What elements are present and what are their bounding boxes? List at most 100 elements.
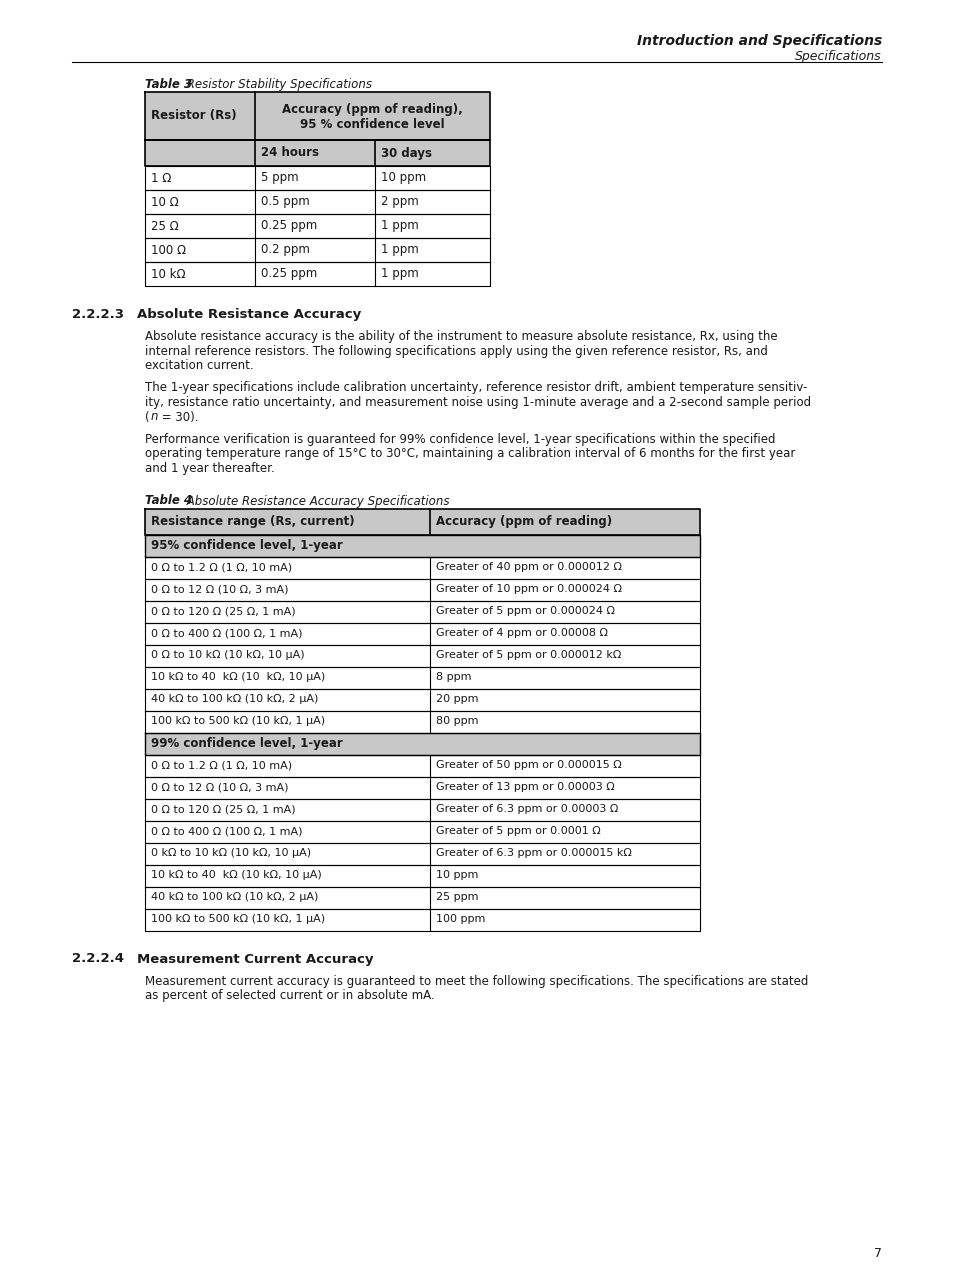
Text: 0 Ω to 12 Ω (10 Ω, 3 mA): 0 Ω to 12 Ω (10 Ω, 3 mA) — [151, 585, 288, 595]
Text: 0 Ω to 12 Ω (10 Ω, 3 mA): 0 Ω to 12 Ω (10 Ω, 3 mA) — [151, 783, 288, 793]
Text: n: n — [151, 410, 158, 424]
Text: Greater of 4 ppm or 0.00008 Ω: Greater of 4 ppm or 0.00008 Ω — [436, 628, 607, 639]
Text: Introduction and Specifications: Introduction and Specifications — [636, 33, 882, 48]
Bar — [145, 238, 490, 262]
Bar — [145, 645, 700, 667]
Text: 25 Ω: 25 Ω — [151, 220, 178, 233]
Text: 100 ppm: 100 ppm — [436, 915, 485, 924]
Text: 0.25 ppm: 0.25 ppm — [261, 220, 317, 233]
Bar — [145, 754, 700, 776]
Text: 0 Ω to 10 kΩ (10 kΩ, 10 μA): 0 Ω to 10 kΩ (10 kΩ, 10 μA) — [151, 650, 304, 660]
Text: 25 ppm: 25 ppm — [436, 893, 478, 902]
Bar — [145, 798, 700, 821]
Bar — [145, 908, 700, 930]
Text: Greater of 10 ppm or 0.000024 Ω: Greater of 10 ppm or 0.000024 Ω — [436, 585, 621, 595]
Bar — [145, 509, 700, 535]
Text: Greater of 5 ppm or 0.000024 Ω: Greater of 5 ppm or 0.000024 Ω — [436, 607, 615, 617]
Text: Resistance range (Rs, current): Resistance range (Rs, current) — [151, 515, 355, 528]
Text: Greater of 50 ppm or 0.000015 Ω: Greater of 50 ppm or 0.000015 Ω — [436, 761, 621, 771]
Text: 0 Ω to 120 Ω (25 Ω, 1 mA): 0 Ω to 120 Ω (25 Ω, 1 mA) — [151, 607, 295, 617]
Bar — [145, 821, 700, 843]
Text: Absolute resistance accuracy is the ability of the instrument to measure absolut: Absolute resistance accuracy is the abil… — [145, 330, 777, 343]
Text: 10 kΩ: 10 kΩ — [151, 267, 186, 280]
Text: ity, resistance ratio uncertainty, and measurement noise using 1-minute average : ity, resistance ratio uncertainty, and m… — [145, 396, 810, 409]
Text: 2.2.2.4: 2.2.2.4 — [71, 952, 124, 965]
Text: 0 kΩ to 10 kΩ (10 kΩ, 10 μA): 0 kΩ to 10 kΩ (10 kΩ, 10 μA) — [151, 848, 311, 858]
Text: Measurement Current Accuracy: Measurement Current Accuracy — [137, 952, 374, 965]
Bar — [145, 865, 700, 887]
Text: 40 kΩ to 100 kΩ (10 kΩ, 2 μA): 40 kΩ to 100 kΩ (10 kΩ, 2 μA) — [151, 893, 318, 902]
Bar — [145, 776, 700, 798]
Text: 0.25 ppm: 0.25 ppm — [261, 267, 317, 280]
Text: = 30).: = 30). — [158, 410, 198, 424]
Text: Accuracy (ppm of reading): Accuracy (ppm of reading) — [436, 515, 612, 528]
Text: 10 ppm: 10 ppm — [380, 171, 426, 185]
Text: Greater of 5 ppm or 0.0001 Ω: Greater of 5 ppm or 0.0001 Ω — [436, 826, 600, 837]
Bar — [145, 262, 490, 287]
Text: Performance verification is guaranteed for 99% confidence level, 1-year specific: Performance verification is guaranteed f… — [145, 433, 775, 446]
Text: 1 ppm: 1 ppm — [380, 243, 418, 257]
Bar — [145, 556, 700, 578]
Bar — [145, 732, 700, 754]
Text: 10 Ω: 10 Ω — [151, 195, 178, 208]
Text: 40 kΩ to 100 kΩ (10 kΩ, 2 μA): 40 kΩ to 100 kΩ (10 kΩ, 2 μA) — [151, 694, 318, 704]
Text: Resistor Stability Specifications: Resistor Stability Specifications — [183, 78, 372, 91]
Text: Greater of 5 ppm or 0.000012 kΩ: Greater of 5 ppm or 0.000012 kΩ — [436, 650, 620, 660]
Bar — [145, 578, 700, 600]
Bar — [145, 215, 490, 238]
Bar — [145, 140, 490, 166]
Text: 5 ppm: 5 ppm — [261, 171, 298, 185]
Bar — [145, 166, 490, 190]
Text: 100 Ω: 100 Ω — [151, 243, 186, 257]
Text: 0 Ω to 1.2 Ω (1 Ω, 10 mA): 0 Ω to 1.2 Ω (1 Ω, 10 mA) — [151, 761, 292, 771]
Text: 1 ppm: 1 ppm — [380, 220, 418, 233]
Text: 10 kΩ to 40  kΩ (10 kΩ, 10 μA): 10 kΩ to 40 kΩ (10 kΩ, 10 μA) — [151, 870, 321, 880]
Text: 30 days: 30 days — [380, 146, 432, 159]
Text: Absolute Resistance Accuracy Specifications: Absolute Resistance Accuracy Specificati… — [183, 495, 449, 508]
Bar — [145, 600, 700, 622]
Text: The 1-year specifications include calibration uncertainty, reference resistor dr: The 1-year specifications include calibr… — [145, 382, 806, 394]
Bar — [145, 190, 490, 215]
Text: and 1 year thereafter.: and 1 year thereafter. — [145, 463, 274, 475]
Text: 0.5 ppm: 0.5 ppm — [261, 195, 310, 208]
Text: as percent of selected current or in absolute mA.: as percent of selected current or in abs… — [145, 989, 435, 1002]
Bar — [145, 667, 700, 689]
Text: 2.2.2.3: 2.2.2.3 — [71, 308, 124, 321]
Bar — [145, 93, 490, 140]
Text: Greater of 13 ppm or 0.00003 Ω: Greater of 13 ppm or 0.00003 Ω — [436, 783, 614, 793]
Text: 99% confidence level, 1-year: 99% confidence level, 1-year — [151, 738, 342, 750]
Text: Greater of 6.3 ppm or 0.00003 Ω: Greater of 6.3 ppm or 0.00003 Ω — [436, 804, 618, 815]
Bar — [145, 711, 700, 732]
Text: Resistor (Rs): Resistor (Rs) — [151, 109, 236, 122]
Text: excitation current.: excitation current. — [145, 359, 253, 371]
Text: Absolute Resistance Accuracy: Absolute Resistance Accuracy — [137, 308, 361, 321]
Text: 0 Ω to 400 Ω (100 Ω, 1 mA): 0 Ω to 400 Ω (100 Ω, 1 mA) — [151, 628, 302, 639]
Text: Greater of 6.3 ppm or 0.000015 kΩ: Greater of 6.3 ppm or 0.000015 kΩ — [436, 848, 631, 858]
Text: Table 4: Table 4 — [145, 495, 192, 508]
Text: 1 Ω: 1 Ω — [151, 171, 172, 185]
Bar — [145, 535, 700, 556]
Text: 100 kΩ to 500 kΩ (10 kΩ, 1 μA): 100 kΩ to 500 kΩ (10 kΩ, 1 μA) — [151, 717, 325, 726]
Text: 100 kΩ to 500 kΩ (10 kΩ, 1 μA): 100 kΩ to 500 kΩ (10 kΩ, 1 μA) — [151, 915, 325, 924]
Text: 20 ppm: 20 ppm — [436, 694, 478, 704]
Text: 10 ppm: 10 ppm — [436, 870, 477, 880]
Text: 10 kΩ to 40  kΩ (10  kΩ, 10 μA): 10 kΩ to 40 kΩ (10 kΩ, 10 μA) — [151, 672, 325, 682]
Bar — [145, 622, 700, 645]
Text: 95% confidence level, 1-year: 95% confidence level, 1-year — [151, 538, 342, 553]
Text: 0 Ω to 400 Ω (100 Ω, 1 mA): 0 Ω to 400 Ω (100 Ω, 1 mA) — [151, 826, 302, 837]
Text: 8 ppm: 8 ppm — [436, 672, 471, 682]
Text: Greater of 40 ppm or 0.000012 Ω: Greater of 40 ppm or 0.000012 Ω — [436, 563, 621, 573]
Bar — [145, 887, 700, 908]
Text: 0 Ω to 1.2 Ω (1 Ω, 10 mA): 0 Ω to 1.2 Ω (1 Ω, 10 mA) — [151, 563, 292, 573]
Text: operating temperature range of 15°C to 30°C, maintaining a calibration interval : operating temperature range of 15°C to 3… — [145, 447, 795, 460]
Text: 0 Ω to 120 Ω (25 Ω, 1 mA): 0 Ω to 120 Ω (25 Ω, 1 mA) — [151, 804, 295, 815]
Text: 7: 7 — [873, 1246, 882, 1261]
Text: 80 ppm: 80 ppm — [436, 717, 478, 726]
Text: internal reference resistors. The following specifications apply using the given: internal reference resistors. The follow… — [145, 344, 767, 357]
Text: Table 3: Table 3 — [145, 78, 192, 91]
Text: 2 ppm: 2 ppm — [380, 195, 418, 208]
Text: Accuracy (ppm of reading),: Accuracy (ppm of reading), — [282, 104, 462, 117]
Text: 24 hours: 24 hours — [261, 146, 318, 159]
Text: (: ( — [145, 410, 150, 424]
Text: 1 ppm: 1 ppm — [380, 267, 418, 280]
